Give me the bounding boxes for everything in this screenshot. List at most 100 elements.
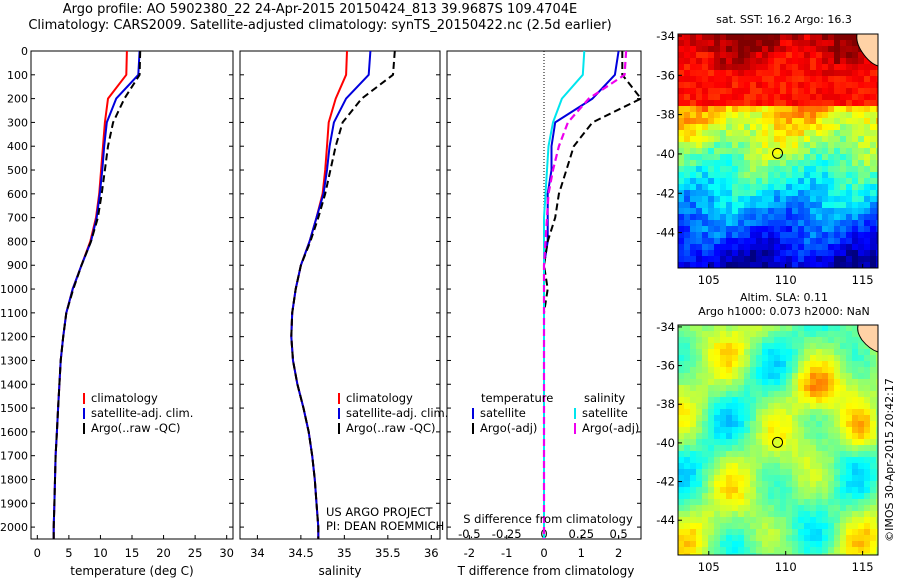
sst-cell [720,112,726,118]
sla-cell [786,523,792,529]
sst-cell [732,94,738,100]
sla-cell [714,523,720,529]
sla-cell [750,433,756,439]
sst-cell [840,112,846,118]
sla-cell [696,469,702,475]
sst-cell [750,226,756,232]
sla-cell [852,535,858,541]
sla-cell [828,493,834,499]
sla-cell [762,481,768,487]
sla-cell [810,493,816,499]
sst-cell [786,238,792,244]
sla-cell [876,367,878,373]
sla-cell [810,499,816,505]
sst-cell [816,238,822,244]
sst-cell [714,124,720,130]
sla-cell [750,523,756,529]
sst-cell [720,148,726,154]
sst-cell [864,244,870,250]
sst-cell [690,154,696,160]
sla-cell [756,325,762,331]
sla-cell [852,541,858,547]
sla-cell [870,415,876,421]
sla-cell [810,427,816,433]
sla-cell [828,517,834,523]
sst-cell [750,190,756,196]
sla-cell [828,499,834,505]
sla-cell [780,445,786,451]
sst-cell [810,202,816,208]
sla-cell [858,457,864,463]
sla-cell [780,355,786,361]
sst-cell [828,214,834,220]
sst-cell [864,220,870,226]
sla-cell [774,493,780,499]
sst-cell [804,106,810,112]
sla-cell [732,373,738,379]
sla-cell [858,505,864,511]
sla-cell [828,391,834,397]
depth-tick-label: 1800 [0,473,28,486]
sla-cell [720,499,726,505]
sla-cell [780,487,786,493]
sla-cell [858,469,864,475]
sla-cell [678,379,684,385]
sst-cell [828,226,834,232]
sla-cell [702,331,708,337]
sla-cell [708,487,714,493]
sla-cell [750,349,756,355]
sst-cell [702,220,708,226]
sst-cell [696,106,702,112]
sla-cell [828,421,834,427]
sst-cell [846,184,852,190]
sst-cell [702,52,708,58]
sla-cell [810,541,816,547]
sla-cell [858,463,864,469]
sst-cell [828,184,834,190]
sla-cell [858,427,864,433]
sst-cell [822,196,828,202]
sla-cell [858,535,864,541]
sst-cell [744,178,750,184]
sst-cell [846,226,852,232]
sst-cell [774,94,780,100]
sst-cell [864,196,870,202]
sla-cell [828,343,834,349]
sla-cell [834,487,840,493]
sst-cell [762,256,768,262]
sst-cell [726,178,732,184]
sla-cell [774,469,780,475]
sst-cell [816,148,822,154]
sla-cell [774,451,780,457]
sst-cell [846,232,852,238]
sla-cell [696,463,702,469]
sla-cell [828,415,834,421]
sst-cell [762,220,768,226]
sla-cell [732,409,738,415]
sst-cell [708,136,714,142]
sst-cell [876,64,878,70]
sst-cell [684,34,690,40]
legend-label: climatology [91,391,158,405]
sst-cell [756,70,762,76]
sla-cell [750,367,756,373]
sst-cell [702,76,708,82]
sla-cell [852,505,858,511]
sst-cell [810,232,816,238]
sla-cell [846,415,852,421]
sla-cell [840,367,846,373]
sla-cell [756,349,762,355]
sla-cell [762,421,768,427]
sla-cell [762,517,768,523]
profile-line [52,50,142,539]
sla-cell [816,505,822,511]
sst-cell [810,154,816,160]
sla-cell [804,367,810,373]
sst-cell [834,142,840,148]
sst-cell [726,136,732,142]
sst-cell [846,112,852,118]
sla-cell [738,475,744,481]
sla-cell [786,361,792,367]
sla-cell [774,439,780,445]
sla-cell [792,487,798,493]
